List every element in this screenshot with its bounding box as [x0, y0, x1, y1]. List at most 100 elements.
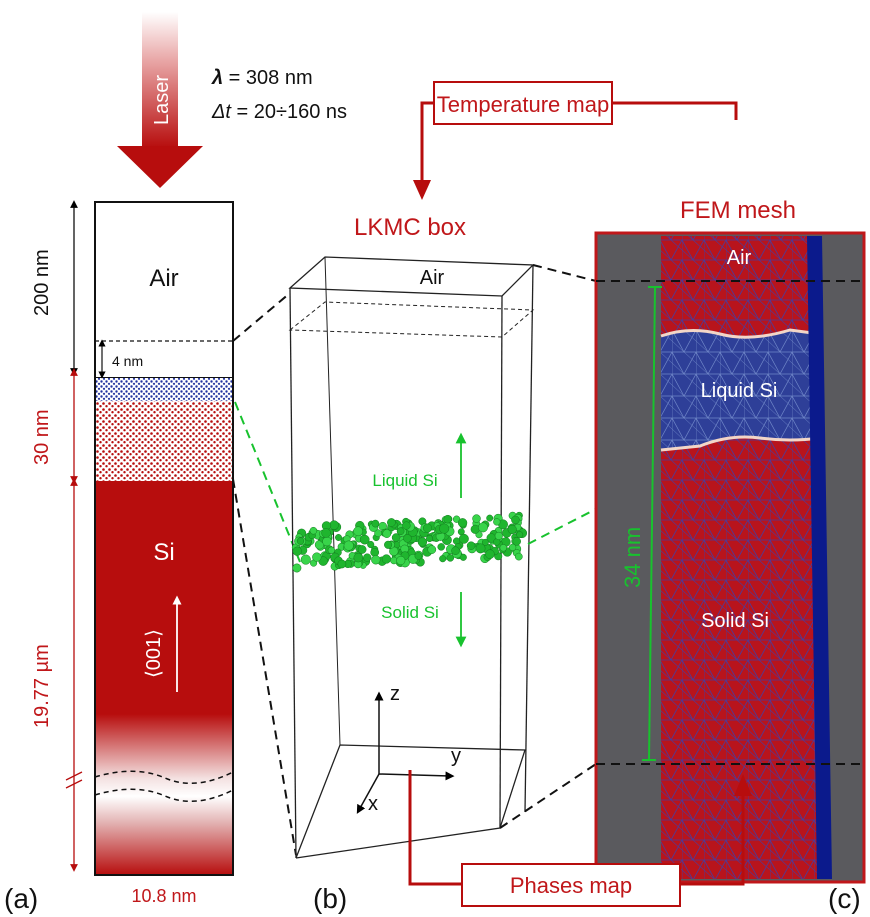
panel-a-label: (a) [4, 883, 38, 914]
green-atom [363, 553, 372, 562]
panel-a-si-label: Si [153, 539, 174, 566]
fem-mesh [594, 231, 866, 884]
green-atom [396, 555, 406, 566]
panel-b-air-label: Air [420, 267, 445, 289]
connector-a-b-bottom [232, 478, 297, 856]
green-atom [367, 540, 375, 549]
green-atom [478, 522, 488, 533]
green-atom [451, 546, 460, 555]
green-atom [457, 518, 468, 528]
panel-a-column [94, 201, 234, 876]
green-atom [357, 545, 367, 554]
green-atom [427, 545, 437, 554]
green-atom [439, 523, 450, 534]
solid-liquid-interface-atoms [291, 511, 528, 573]
phases-map-line-left [408, 770, 462, 886]
axis-x-label: x [368, 793, 378, 815]
green-atom [508, 543, 517, 552]
green-atom [511, 515, 520, 525]
y-axis [378, 771, 455, 781]
green-atom [417, 537, 428, 547]
green-atom [382, 529, 392, 538]
green-atom [437, 543, 445, 551]
dt-value: = 20÷160 ns [231, 101, 347, 123]
green-atom [387, 518, 396, 527]
green-atom [343, 540, 354, 551]
phases-map-box [461, 863, 681, 907]
lambda-value: = 308 nm [223, 67, 313, 89]
green-atom [439, 555, 447, 563]
green-atom [459, 553, 467, 561]
panel-b-liquid-label: Liquid Si [372, 471, 437, 490]
phases-map-line-right [680, 792, 745, 886]
dim-air-label: 200 nm [31, 249, 53, 316]
laser-arrow [117, 12, 203, 188]
si-break-mark-1 [65, 771, 83, 781]
green-atom [327, 546, 336, 554]
phases-map-label: Phases map [510, 873, 632, 898]
panel-c-solid-label: Solid Si [701, 610, 769, 632]
si-break-mark-2 [65, 779, 83, 789]
dt-symbol: Δt [211, 101, 232, 123]
green-atom [312, 552, 322, 562]
green-atom [402, 521, 411, 530]
temperature-map-label: Temperature map [437, 92, 609, 117]
mesh-dimension-label: 34 nm [620, 527, 645, 588]
connector-b-c-bottom [499, 763, 597, 829]
green-atom [292, 546, 302, 556]
temperature-map-line-left [420, 101, 434, 185]
green-atom [353, 552, 364, 563]
connector-b-c-interface [527, 507, 599, 545]
connector-a-b-interface [234, 401, 301, 563]
panel-a-gap-label: 4 nm [112, 353, 143, 369]
temperature-map-arrowhead [413, 180, 431, 200]
green-atom [321, 528, 331, 538]
green-atom [300, 554, 311, 565]
green-atom [403, 534, 412, 543]
panel-b-title: LKMC box [354, 214, 466, 241]
panel-c-label: (c) [828, 883, 861, 914]
green-atom [481, 538, 489, 546]
green-atom [414, 552, 423, 560]
axis-y-label: y [451, 745, 461, 767]
panel-b-solid-label: Solid Si [381, 603, 439, 622]
wavelength-text: λ = 308 nm [211, 67, 313, 89]
connector-a-b-top [232, 292, 291, 342]
green-atom [371, 519, 380, 528]
green-atom [374, 529, 382, 538]
green-atom [322, 536, 332, 547]
green-atom [370, 548, 380, 557]
green-atom [296, 537, 305, 545]
green-atom [384, 540, 393, 549]
panel-b-label: (b) [313, 883, 347, 914]
green-atom [309, 526, 318, 535]
green-atom [337, 559, 347, 569]
phases-map-arrowhead [734, 774, 752, 796]
green-atom [475, 543, 486, 554]
panel-c-title: FEM mesh [680, 197, 796, 224]
green-atom [396, 527, 405, 536]
panel-a-orientation-label: ⟨001⟩ [143, 629, 165, 678]
width-label: 10.8 nm [131, 886, 196, 906]
axis-z-label: z [390, 683, 400, 705]
green-atom [493, 518, 501, 526]
green-atom [446, 554, 455, 562]
green-atom [292, 563, 302, 573]
green-atom [512, 537, 521, 546]
panel-c-liquid-label: Liquid Si [701, 380, 778, 402]
panel-a-air-label: Air [149, 265, 178, 292]
green-atom [353, 526, 363, 537]
green-atom [485, 549, 495, 559]
temperature-map-line-right [612, 101, 738, 120]
green-atom [381, 554, 392, 564]
green-atom [371, 555, 381, 565]
green-atom [472, 514, 481, 523]
green-atom [516, 531, 524, 539]
panel-c-air-label: Air [727, 247, 752, 269]
green-atom [499, 544, 507, 552]
pulse-duration-text: Δt = 20÷160 ns [211, 101, 347, 123]
x-axis [356, 773, 380, 814]
dim-si-label: 19.77 µm [31, 644, 53, 728]
green-atom [458, 533, 469, 544]
